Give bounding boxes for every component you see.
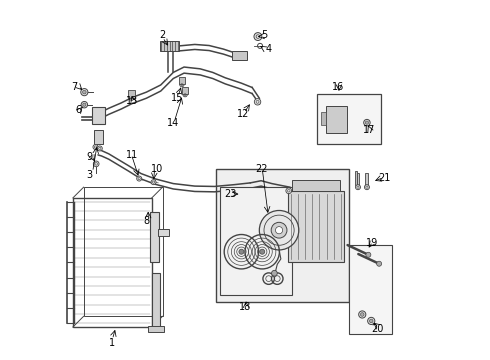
Circle shape: [271, 222, 287, 238]
Circle shape: [239, 249, 244, 254]
Bar: [321, 112, 326, 126]
Bar: [366, 173, 368, 186]
Text: 6: 6: [75, 105, 81, 115]
Text: 20: 20: [371, 324, 384, 334]
Bar: [150, 212, 159, 262]
Circle shape: [129, 96, 134, 100]
Text: 3: 3: [86, 170, 92, 180]
Circle shape: [137, 176, 142, 181]
Text: 8: 8: [143, 216, 149, 226]
Text: 10: 10: [151, 164, 163, 174]
Text: 4: 4: [265, 44, 271, 54]
Bar: [292, 180, 340, 191]
Bar: [152, 273, 160, 327]
Circle shape: [260, 249, 265, 254]
Bar: [232, 51, 247, 60]
Circle shape: [275, 226, 283, 234]
Text: 14: 14: [167, 118, 179, 128]
Bar: [220, 187, 292, 295]
Circle shape: [366, 252, 371, 257]
Circle shape: [93, 161, 99, 167]
Text: 23: 23: [224, 189, 237, 199]
Circle shape: [93, 144, 98, 149]
Circle shape: [365, 185, 369, 190]
Bar: [158, 229, 169, 235]
Circle shape: [82, 90, 86, 94]
Bar: [357, 173, 359, 186]
Text: 2: 2: [159, 30, 166, 40]
Text: 16: 16: [332, 82, 344, 92]
Bar: [317, 94, 381, 144]
Circle shape: [259, 211, 299, 250]
Text: 15: 15: [171, 93, 183, 103]
Circle shape: [254, 33, 262, 41]
Text: 1: 1: [109, 338, 115, 348]
Circle shape: [355, 185, 361, 190]
Text: 12: 12: [237, 109, 249, 119]
Bar: [179, 77, 185, 84]
Circle shape: [286, 188, 292, 194]
Circle shape: [361, 313, 364, 316]
Bar: [216, 169, 349, 302]
Bar: [182, 87, 188, 94]
Text: 13: 13: [126, 96, 138, 106]
Circle shape: [364, 120, 370, 126]
Circle shape: [81, 102, 88, 108]
Circle shape: [369, 319, 373, 323]
Circle shape: [81, 89, 88, 96]
Text: 17: 17: [363, 125, 375, 135]
Bar: [92, 107, 105, 125]
Bar: [288, 191, 343, 262]
Text: 19: 19: [366, 238, 378, 248]
Circle shape: [151, 180, 156, 185]
Circle shape: [271, 270, 277, 276]
Bar: [349, 244, 392, 334]
Circle shape: [97, 146, 102, 151]
Text: 22: 22: [255, 164, 268, 174]
Circle shape: [359, 311, 366, 318]
Circle shape: [83, 103, 86, 106]
Bar: [326, 106, 347, 133]
Text: 7: 7: [72, 82, 78, 92]
Text: 11: 11: [126, 150, 138, 160]
Circle shape: [180, 82, 184, 87]
Bar: [160, 41, 179, 51]
Circle shape: [254, 99, 261, 105]
Text: 21: 21: [379, 173, 391, 183]
Circle shape: [366, 121, 368, 124]
Circle shape: [377, 261, 382, 266]
Text: 5: 5: [262, 30, 268, 40]
Circle shape: [368, 318, 375, 324]
Text: 18: 18: [239, 302, 251, 312]
Text: 9: 9: [86, 152, 92, 162]
Circle shape: [183, 93, 187, 97]
Bar: [355, 171, 357, 185]
Bar: [94, 130, 102, 144]
Bar: [148, 326, 164, 332]
Bar: [128, 90, 135, 98]
